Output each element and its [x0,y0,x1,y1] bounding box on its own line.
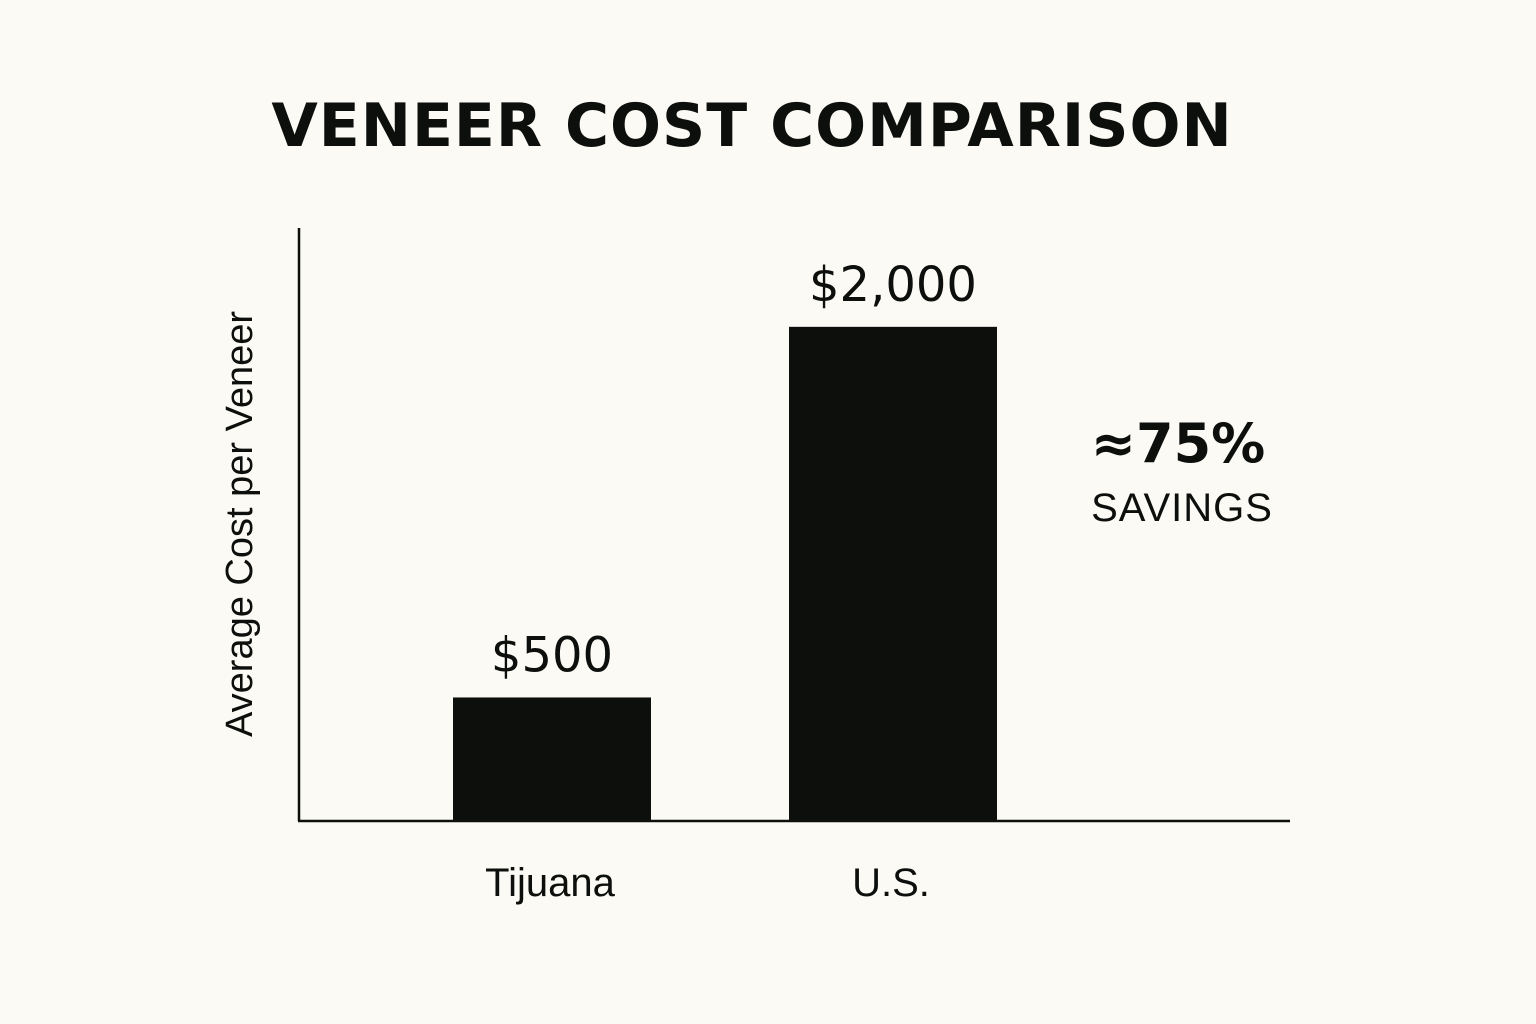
chart-title: VENEER COST COMPARISON [271,91,1232,161]
value-label-tijuana: $500 [491,627,613,683]
category-labels-layer: Tijuana U.S. [485,861,930,905]
category-label-u-s: U.S. [852,861,930,905]
category-label-tijuana: Tijuana [485,861,615,905]
savings-percentage: ≈75% [1091,412,1266,475]
savings-label: SAVINGS [1091,486,1273,530]
value-label-u-s: $2,000 [809,257,977,313]
value-labels-layer: $500 $2,000 [491,257,977,684]
bars-layer [453,326,997,821]
y-axis-label: Average Cost per Veneer [219,311,261,737]
bar-u-s [789,326,997,821]
bar-tijuana [453,697,651,821]
